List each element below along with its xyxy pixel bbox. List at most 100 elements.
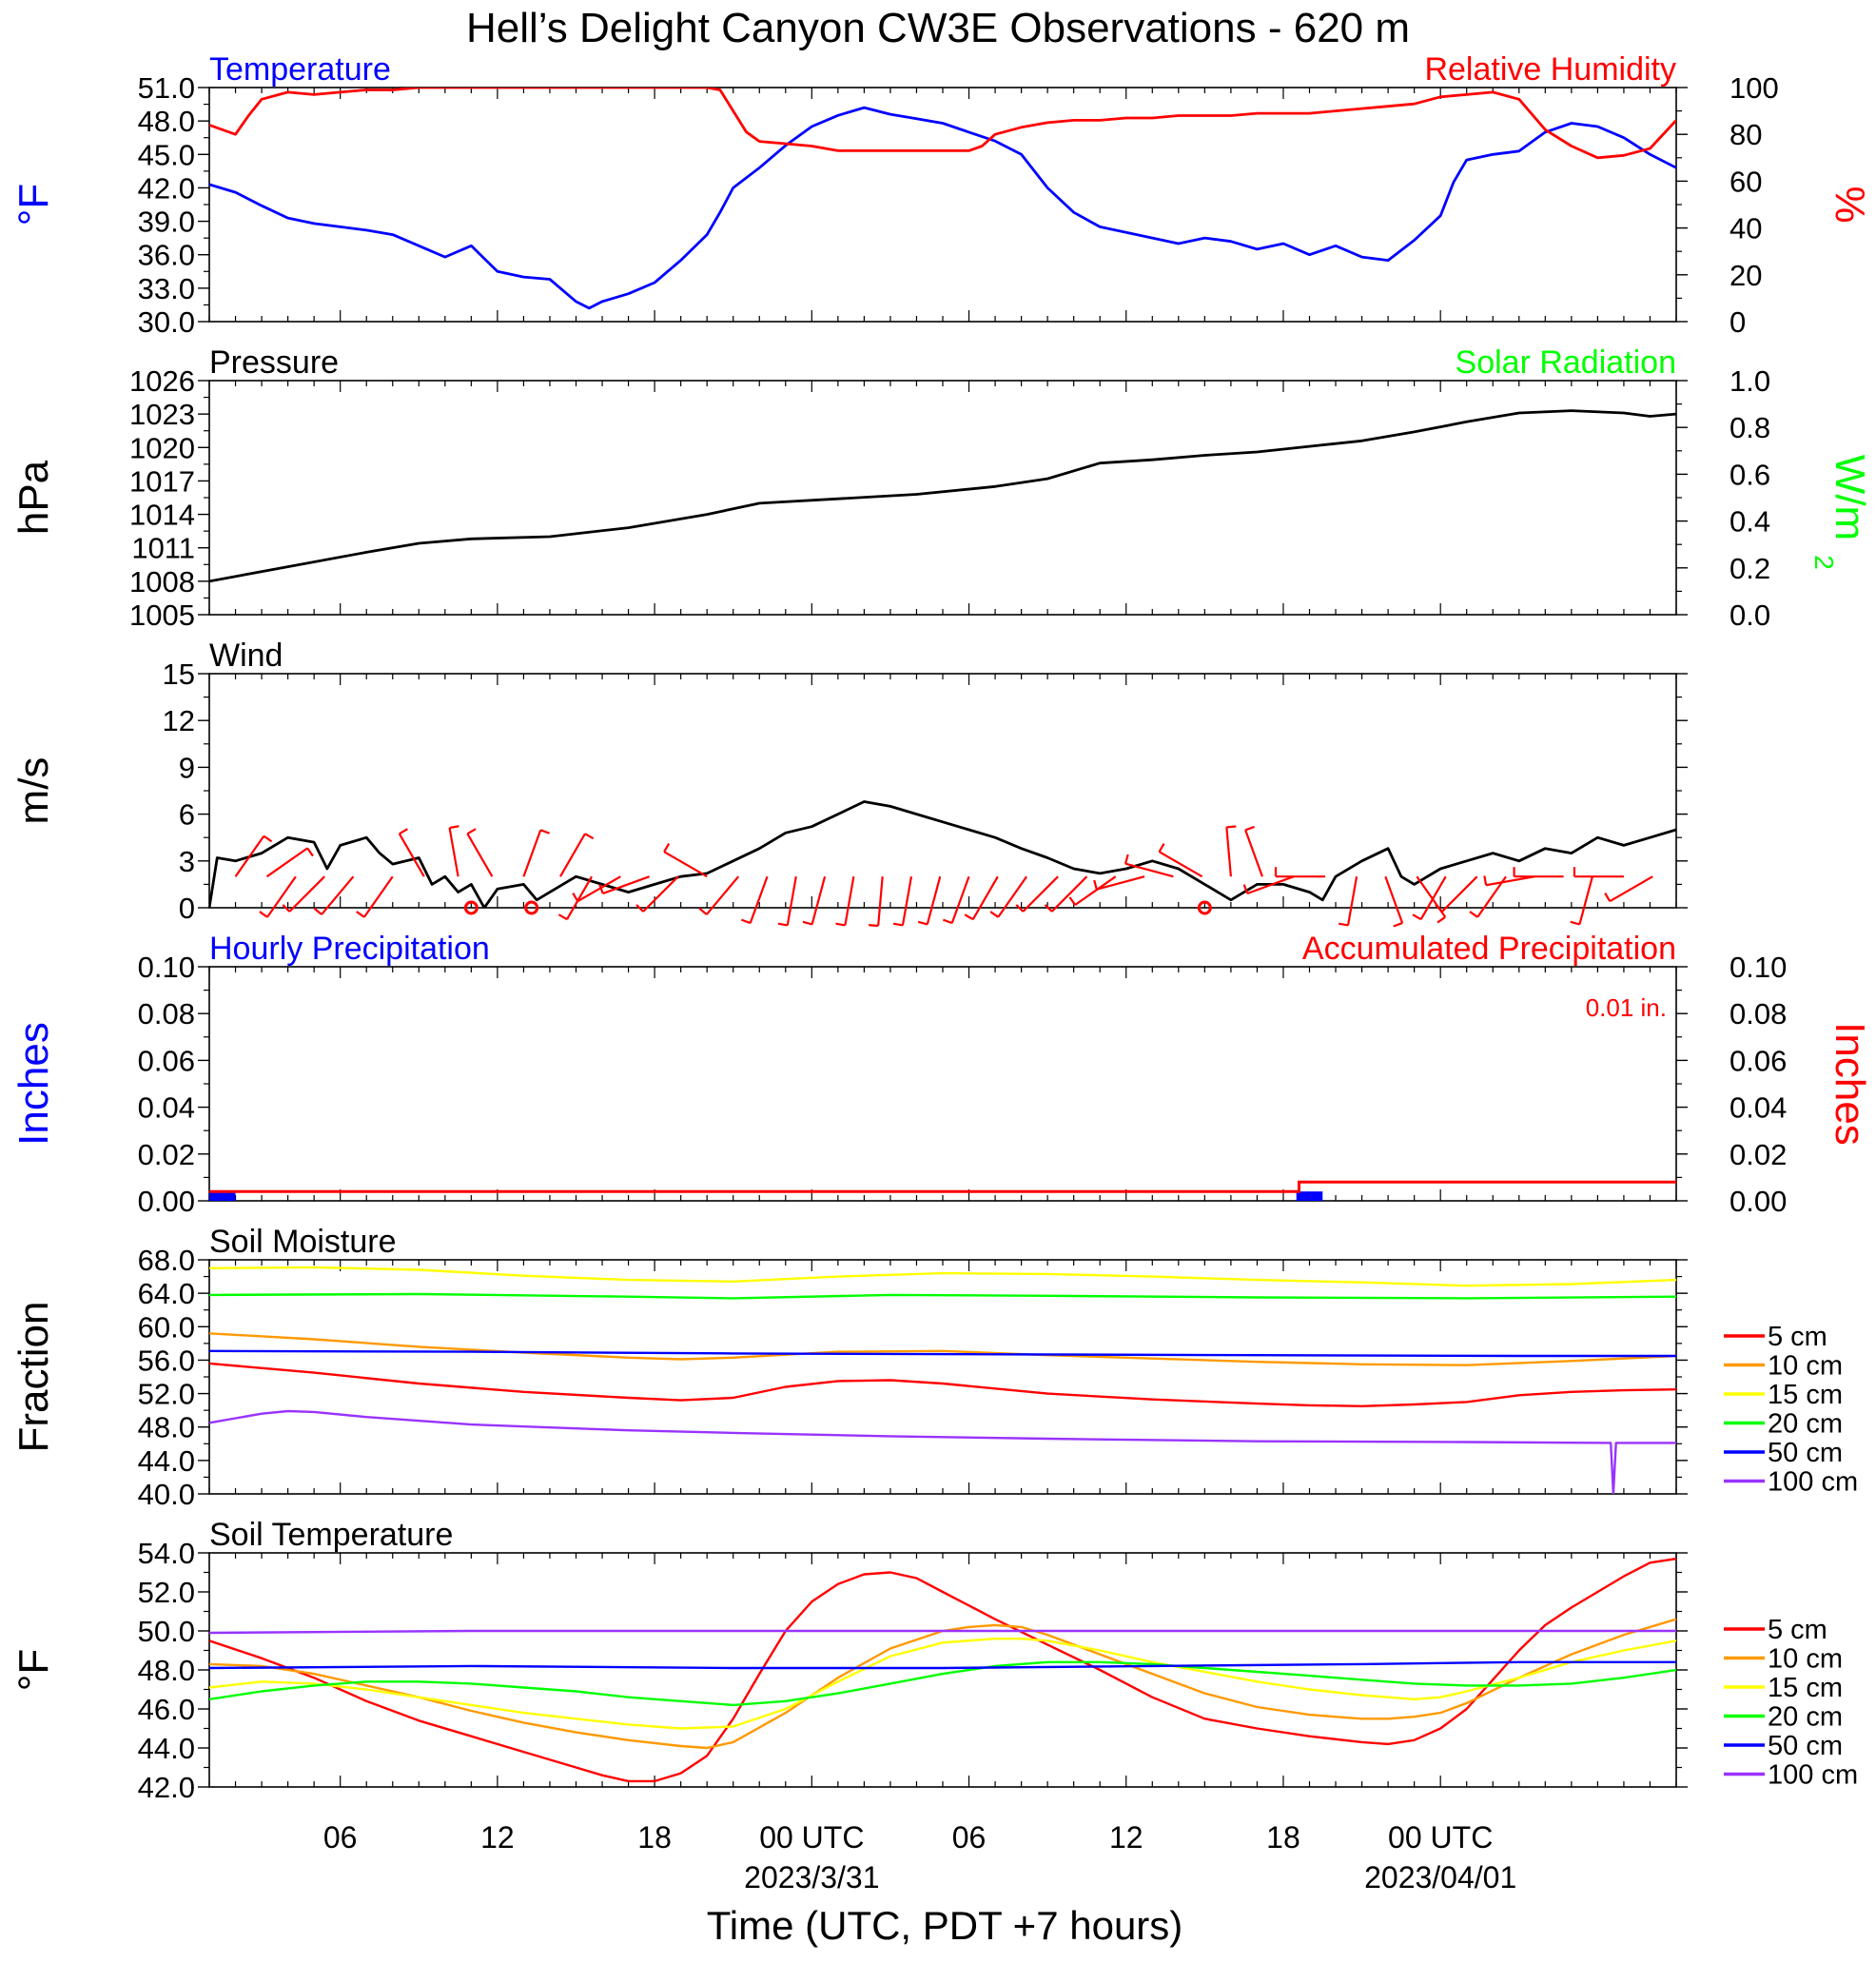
- hourly-precip-bar: [1296, 1191, 1323, 1201]
- legend-label-100cm: 100 cm: [1768, 1760, 1858, 1791]
- wind-barb-staff: [1244, 829, 1263, 877]
- x-tick-label: 00 UTC: [1388, 1820, 1493, 1855]
- wind-barb-flag: [835, 922, 846, 927]
- wind-barb-staff: [749, 875, 769, 924]
- soil-temperature-ytick-label-left: 44.0: [138, 1732, 195, 1765]
- wind-barb-flag: [1158, 842, 1165, 853]
- soil-moisture-ytick-label-left: 52.0: [138, 1378, 195, 1411]
- wind-ytick-label-left: 0: [179, 892, 195, 925]
- wind-barb-staff: [1225, 827, 1232, 877]
- precipitation-title-right: Accumulated Precipitation: [1302, 931, 1676, 967]
- soil-temperature-title-left: Soil Temperature: [209, 1517, 453, 1553]
- precipitation-annotation: 0.01 in.: [1586, 993, 1667, 1022]
- wind-barb-flag: [740, 918, 752, 925]
- wind-barb-flag: [1124, 854, 1129, 865]
- wind-barb-flag: [263, 834, 273, 843]
- wind-barb-flag: [917, 920, 928, 926]
- wind-barb-flag: [1393, 922, 1403, 928]
- soil-temperature-series-10cm: [209, 1618, 1676, 1750]
- x-tick-date-label: 2023/04/01: [1364, 1860, 1516, 1894]
- wind-barb-flag: [1044, 904, 1053, 913]
- temperature-rh-ytick-label-left: 48.0: [138, 105, 195, 138]
- wind-calm-marker: [524, 900, 539, 915]
- wind-barb-staff: [1246, 875, 1295, 895]
- soil-moisture-series-50cm: [209, 1349, 1676, 1358]
- precipitation-ytick-label-left: 0.06: [138, 1044, 195, 1077]
- wind-barb-flag: [356, 911, 365, 918]
- pressure-title-right: Solar Radiation: [1456, 344, 1676, 381]
- temperature-rh-ytick-label-right: 80: [1729, 118, 1762, 151]
- x-tick-label: 18: [637, 1820, 672, 1855]
- wind-ytick-label-left: 9: [179, 751, 195, 784]
- wind-barb-flag: [777, 922, 788, 927]
- precipitation-ytick-label-right: 0.10: [1729, 951, 1787, 984]
- temperature-rh-ytick-label-left: 45.0: [138, 138, 195, 171]
- pressure-ytick-label-left: 1008: [129, 565, 195, 599]
- wind-barb-staff: [566, 875, 593, 920]
- x-tick-label: 12: [1109, 1820, 1143, 1855]
- wind-barb-staff: [234, 834, 265, 877]
- wind-barb-flag: [1068, 896, 1077, 906]
- wind-barb-flag: [313, 907, 322, 915]
- soil-temperature-ytick-label-left: 54.0: [138, 1537, 195, 1570]
- precipitation-ytick-label-right: 0.02: [1729, 1138, 1787, 1171]
- pressure-ytick-label-left: 1023: [129, 398, 195, 431]
- precipitation-ytick-label-left: 0.04: [138, 1091, 195, 1125]
- soil-temperature-ytick-label-left: 42.0: [138, 1771, 195, 1804]
- wind-barb-flag: [1226, 825, 1237, 829]
- wind-barb-flag: [635, 904, 644, 913]
- wind-barb-staff: [522, 829, 542, 877]
- wind-frame: [208, 673, 1677, 909]
- precipitation-ytick-label-right: 0.00: [1729, 1185, 1787, 1218]
- soil-moisture-series-10cm: [209, 1332, 1676, 1366]
- soil-moisture-ytick-label-left: 40.0: [138, 1478, 195, 1511]
- precipitation-ytick-label-left: 0.00: [138, 1185, 195, 1218]
- wind-barb-flag: [1469, 911, 1478, 918]
- wind-barb-flag: [942, 918, 953, 925]
- x-tick-label: 00 UTC: [759, 1820, 864, 1855]
- pressure-ytick-label-left: 1020: [129, 431, 195, 464]
- precipitation-ytick-label-right: 0.08: [1729, 997, 1787, 1031]
- wind-ytick-label-left: 3: [179, 845, 195, 878]
- wind-barb-flag: [306, 847, 314, 857]
- wind-series-0: [209, 800, 1676, 908]
- wind-barb-staff: [266, 875, 297, 918]
- temperature-rh-ytick-label-right: 0: [1729, 305, 1746, 339]
- wind-barb-flag: [584, 833, 595, 840]
- x-axis-label: Time (UTC, PDT +7 hours): [707, 1903, 1183, 1948]
- wind-ytick-label-left: 12: [163, 704, 195, 737]
- pressure-ytick-label-left: 1014: [129, 499, 195, 532]
- wind-barb-flag: [802, 920, 812, 926]
- wind-barb-staff: [997, 875, 1028, 918]
- soil-temperature-ytick-label-left: 52.0: [138, 1576, 195, 1609]
- wind-ytick-label-left: 6: [179, 798, 195, 832]
- wind-barb-staff: [1419, 875, 1447, 920]
- pressure-ytick-label-right: 0.8: [1729, 411, 1770, 444]
- temperature-rh-title-right: Relative Humidity: [1424, 51, 1676, 88]
- wind-barb-flag: [466, 828, 477, 835]
- x-tick-label: 12: [480, 1820, 515, 1855]
- wind-barb-staff: [398, 833, 425, 877]
- temperature-rh-ytick-label-left: 39.0: [138, 206, 195, 239]
- soil-temperature-series-15cm: [209, 1637, 1676, 1730]
- wind-barb-staff: [844, 876, 855, 926]
- wind-barb-staff: [642, 875, 679, 913]
- precipitation-title-left: Hourly Precipitation: [209, 931, 490, 967]
- temperature-rh-ylabel-right: %: [1827, 186, 1873, 223]
- pressure-title-left: Pressure: [209, 344, 339, 381]
- soil-temperature-series-20cm: [209, 1660, 1676, 1707]
- precipitation-ytick-label-left: 0.10: [138, 951, 195, 984]
- soil-moisture-ytick-label-left: 48.0: [138, 1411, 195, 1444]
- soil-temperature-series-50cm: [209, 1660, 1676, 1670]
- wind-barb-staff: [363, 875, 394, 918]
- legend-label-100cm: 100 cm: [1768, 1467, 1858, 1498]
- temperature-rh-ytick-label-left: 30.0: [138, 305, 195, 339]
- pressure-ytick-label-left: 1017: [129, 464, 195, 498]
- pressure-ytick-label-right: 0.2: [1729, 552, 1770, 585]
- wind-barb-staff: [1384, 875, 1404, 924]
- wind-barb-flag: [698, 907, 708, 915]
- precipitation-ylabel-left: Inches: [10, 1022, 57, 1146]
- wind-barb-flag: [1093, 879, 1098, 890]
- wind-barb-staff: [811, 875, 827, 925]
- soil-moisture-ytick-label-left: 64.0: [138, 1277, 195, 1310]
